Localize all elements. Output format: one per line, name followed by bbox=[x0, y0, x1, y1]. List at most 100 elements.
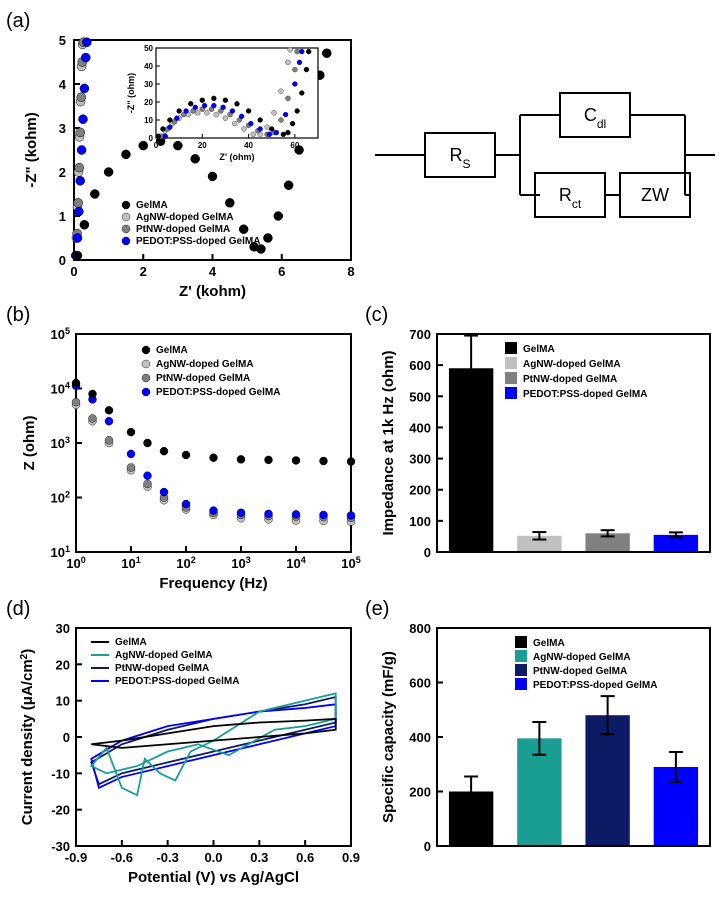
svg-text:40: 40 bbox=[144, 62, 153, 71]
svg-text:103: 103 bbox=[51, 435, 70, 451]
svg-text:200: 200 bbox=[409, 483, 431, 498]
panel-label-a: (a) bbox=[6, 10, 30, 33]
svg-text:PEDOT:PSS-doped GelMA: PEDOT:PSS-doped GelMA bbox=[136, 236, 260, 247]
impedance-bar-chart: 0100200300400500600700Impedance at 1k Hz… bbox=[365, 304, 720, 594]
svg-text:-20: -20 bbox=[51, 803, 70, 818]
svg-text:105: 105 bbox=[341, 555, 360, 571]
panel-label-d: (d) bbox=[6, 598, 30, 621]
svg-text:GelMA: GelMA bbox=[523, 344, 555, 355]
svg-text:Specific capacity (mF/g): Specific capacity (mF/g) bbox=[380, 651, 397, 823]
svg-text:10: 10 bbox=[144, 116, 153, 125]
panel-a-nyquist: (a) 02468012345Z' (kohm)-Z" (kohm)GelMAA… bbox=[6, 10, 361, 300]
svg-text:800: 800 bbox=[409, 621, 431, 636]
svg-text:102: 102 bbox=[176, 555, 195, 571]
svg-text:PEDOT:PSS-doped GelMA: PEDOT:PSS-doped GelMA bbox=[115, 676, 239, 687]
svg-text:PtNW-doped GelMA: PtNW-doped GelMA bbox=[115, 663, 209, 674]
svg-text:-Z" (kohm): -Z" (kohm) bbox=[23, 112, 40, 187]
svg-text:104: 104 bbox=[286, 555, 305, 571]
svg-text:-Z" (ohm): -Z" (ohm) bbox=[126, 73, 136, 113]
svg-text:0: 0 bbox=[59, 253, 66, 268]
capacity-bar-chart: 0 200 400 600 800 Specific capacity (mF/g) Gel… bbox=[365, 598, 720, 888]
svg-text:101: 101 bbox=[121, 555, 140, 571]
svg-text:30: 30 bbox=[144, 80, 153, 89]
svg-text:GelMA: GelMA bbox=[156, 345, 188, 356]
svg-text:Rct: Rct bbox=[559, 185, 582, 211]
svg-text:AgNW-doped GelMA: AgNW-doped GelMA bbox=[533, 652, 631, 663]
svg-text:0: 0 bbox=[154, 141, 159, 150]
svg-text:0: 0 bbox=[424, 839, 431, 854]
svg-text:Potential (V) vs Ag/AgCl: Potential (V) vs Ag/AgCl bbox=[128, 869, 299, 886]
svg-text:20: 20 bbox=[198, 141, 207, 150]
svg-text:700: 700 bbox=[409, 327, 431, 342]
svg-text:2: 2 bbox=[140, 264, 147, 279]
svg-text:300: 300 bbox=[409, 452, 431, 467]
panel-label-b: (b) bbox=[6, 304, 30, 327]
svg-text:0.6: 0.6 bbox=[296, 850, 314, 865]
svg-text:ZW: ZW bbox=[641, 185, 669, 205]
panel-c-bar: (c) 0100200300400500600700Impedance at 1… bbox=[365, 304, 720, 594]
svg-text:5: 5 bbox=[59, 33, 66, 48]
nyquist-plot: 02468012345Z' (kohm)-Z" (kohm)GelMAAgNW-… bbox=[6, 10, 361, 300]
svg-text:30: 30 bbox=[56, 621, 70, 636]
svg-text:Current density (μA/cm2): Current density (μA/cm2) bbox=[19, 649, 37, 825]
panel-b-bode: (b) 100101102103104105101102103104105Fre… bbox=[6, 304, 361, 594]
svg-text:600: 600 bbox=[409, 676, 431, 691]
svg-text:Cdl: Cdl bbox=[584, 105, 606, 131]
svg-text:50: 50 bbox=[144, 44, 153, 53]
svg-text:0.3: 0.3 bbox=[250, 850, 268, 865]
svg-text:102: 102 bbox=[51, 490, 70, 506]
svg-text:-0.3: -0.3 bbox=[156, 850, 178, 865]
svg-text:400: 400 bbox=[409, 730, 431, 745]
svg-text:GelMA: GelMA bbox=[136, 200, 168, 211]
circuit-diagram: RS Cdl Rct ZW bbox=[365, 10, 720, 300]
svg-text:4: 4 bbox=[59, 77, 67, 92]
panel-label-e: (e) bbox=[365, 598, 389, 621]
svg-text:105: 105 bbox=[51, 326, 70, 342]
svg-text:0: 0 bbox=[149, 134, 154, 143]
svg-text:8: 8 bbox=[347, 264, 354, 279]
svg-text:0.0: 0.0 bbox=[204, 850, 222, 865]
svg-text:0: 0 bbox=[70, 264, 77, 279]
svg-text:104: 104 bbox=[51, 381, 70, 397]
panel-label-c: (c) bbox=[365, 304, 388, 327]
panel-e-bar: (e) 0 200 400 600 800 Specific capacity (mF/g… bbox=[365, 598, 720, 888]
svg-text:Z' (kohm): Z' (kohm) bbox=[179, 283, 246, 300]
svg-text:600: 600 bbox=[409, 358, 431, 373]
svg-text:AgNW-doped GelMA: AgNW-doped GelMA bbox=[115, 650, 213, 661]
svg-text:40: 40 bbox=[244, 141, 253, 150]
svg-text:Z (ohm): Z (ohm) bbox=[21, 416, 38, 471]
svg-text:PtNW-doped GelMA: PtNW-doped GelMA bbox=[136, 224, 230, 235]
svg-text:1: 1 bbox=[59, 209, 66, 224]
bode-plot: 100101102103104105101102103104105Frequen… bbox=[6, 304, 361, 594]
panel-d-cv: (d) -0.9-0.6-0.30.00.30.60.9-30-20-10010… bbox=[6, 598, 361, 888]
svg-text:RS: RS bbox=[449, 145, 470, 171]
svg-text:PtNW-doped GelMA: PtNW-doped GelMA bbox=[156, 373, 250, 384]
svg-text:-30: -30 bbox=[51, 839, 70, 854]
panel-a-circuit: RS Cdl Rct ZW bbox=[365, 10, 720, 300]
svg-text:Impedance at 1k Hz (ohm): Impedance at 1k Hz (ohm) bbox=[380, 350, 397, 535]
svg-text:0: 0 bbox=[63, 730, 70, 745]
svg-text:200: 200 bbox=[409, 785, 431, 800]
svg-text:20: 20 bbox=[56, 657, 70, 672]
svg-text:400: 400 bbox=[409, 420, 431, 435]
svg-text:500: 500 bbox=[409, 389, 431, 404]
svg-text:-10: -10 bbox=[51, 766, 70, 781]
svg-text:6: 6 bbox=[278, 264, 285, 279]
svg-text:PtNW-doped GelMA: PtNW-doped GelMA bbox=[533, 666, 627, 677]
svg-text:10: 10 bbox=[56, 694, 70, 709]
svg-text:2: 2 bbox=[59, 165, 66, 180]
svg-text:PEDOT:PSS-doped GelMA: PEDOT:PSS-doped GelMA bbox=[156, 387, 280, 398]
svg-text:0.9: 0.9 bbox=[342, 850, 360, 865]
svg-text:0: 0 bbox=[424, 545, 431, 560]
svg-text:100: 100 bbox=[66, 555, 85, 571]
svg-text:PEDOT:PSS-doped GelMA: PEDOT:PSS-doped GelMA bbox=[523, 389, 647, 400]
svg-text:PEDOT:PSS-doped GelMA: PEDOT:PSS-doped GelMA bbox=[533, 680, 657, 691]
svg-text:GelMA: GelMA bbox=[533, 638, 565, 649]
svg-text:Frequency (Hz): Frequency (Hz) bbox=[159, 575, 267, 592]
cv-plot: -0.9-0.6-0.30.00.30.60.9-30-20-100102030… bbox=[6, 598, 361, 888]
svg-text:PtNW-doped GelMA: PtNW-doped GelMA bbox=[523, 374, 617, 385]
svg-text:AgNW-doped GelMA: AgNW-doped GelMA bbox=[156, 359, 254, 370]
svg-text:AgNW-doped GelMA: AgNW-doped GelMA bbox=[136, 212, 234, 223]
svg-text:Z' (ohm): Z' (ohm) bbox=[219, 152, 254, 162]
svg-text:-0.6: -0.6 bbox=[111, 850, 133, 865]
